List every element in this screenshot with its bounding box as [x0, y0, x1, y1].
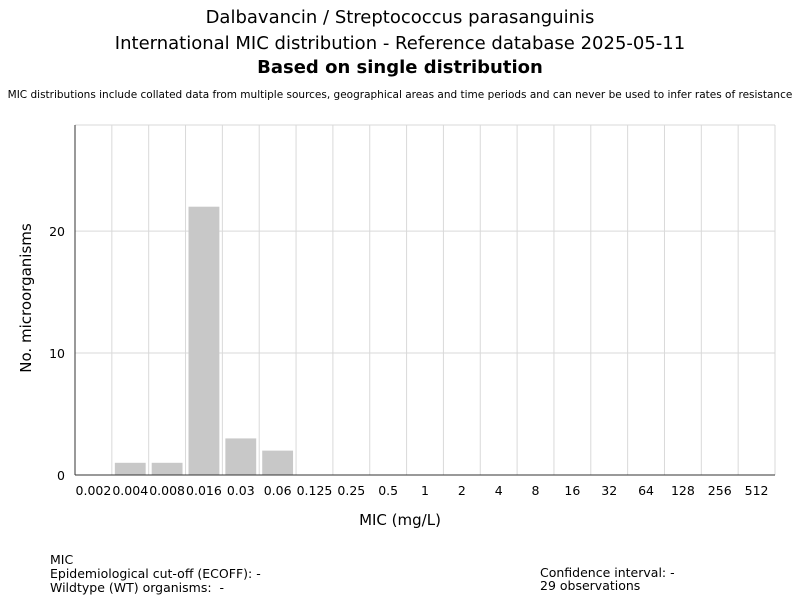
x-tick-label: 0.016 [186, 483, 222, 498]
bar-0.004 [114, 462, 146, 475]
x-tick-label: 128 [671, 483, 695, 498]
grid-lines [75, 124, 776, 475]
chart-disclaimer: MIC distributions include collated data … [7, 89, 793, 101]
x-tick-label: 0.002 [76, 483, 112, 498]
footer-observations: 29 observations [540, 578, 641, 593]
x-tick-label: 0.008 [149, 483, 185, 498]
x-axis-label: MIC (mg/L) [359, 511, 441, 529]
x-tick-label: 1 [421, 483, 429, 498]
bar-0.03 [225, 438, 257, 475]
footer-wildtype: Wildtype (WT) organisms: - [50, 580, 225, 595]
bar-0.008 [151, 462, 183, 475]
x-tick-label: 2 [458, 483, 466, 498]
x-tick-label: 0.004 [112, 483, 148, 498]
x-tick-label: 16 [564, 483, 580, 498]
x-tick-label: 8 [532, 483, 540, 498]
x-tick-label: 0.125 [297, 483, 333, 498]
y-tick-label: 0 [57, 468, 65, 483]
x-tick-label: 512 [745, 483, 769, 498]
footer-confidence-interval: Confidence interval: - [540, 565, 675, 580]
y-axis-label: No. microorganisms [17, 223, 35, 373]
x-tick-label: 0.06 [264, 483, 292, 498]
y-tick-label: 10 [49, 346, 65, 361]
y-tick-label: 20 [49, 224, 65, 239]
x-tick-label: 0.5 [378, 483, 398, 498]
chart-subtitle-distribution: Based on single distribution [257, 57, 543, 78]
axes [74, 125, 775, 476]
bars [114, 206, 294, 475]
x-tick-label: 4 [495, 483, 503, 498]
x-tick-label: 32 [601, 483, 617, 498]
footer-ecoff: Epidemiological cut-off (ECOFF): - [50, 566, 261, 581]
bar-0.06 [262, 450, 294, 475]
x-tick-label: 0.03 [227, 483, 255, 498]
tick-labels: 0.002 0.004 0.008 0.016 0.03 0.06 0.125 0.25 0.5… [49, 224, 768, 498]
chart-title: Dalbavancin / Streptococcus parasanguini… [205, 7, 595, 28]
x-tick-label: 0.25 [337, 483, 365, 498]
bar-0.016 [188, 206, 220, 475]
footer-mic-label: MIC [50, 552, 74, 567]
x-tick-label: 64 [638, 483, 654, 498]
chart-subtitle-database: International MIC distribution - Referen… [114, 33, 686, 54]
x-tick-label: 256 [708, 483, 732, 498]
